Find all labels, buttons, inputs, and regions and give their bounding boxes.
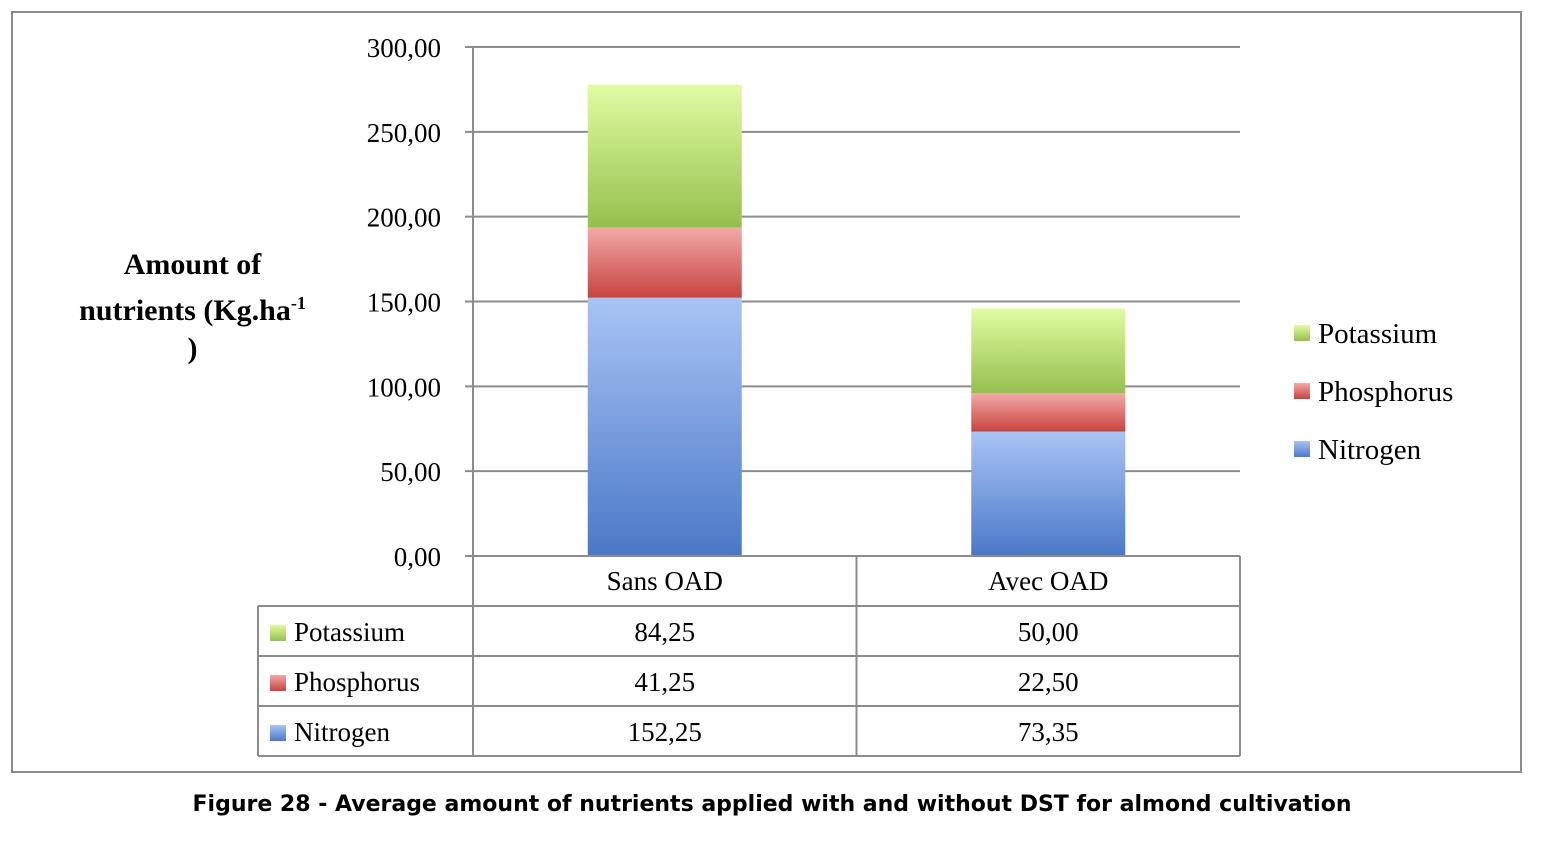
y-axis-label-sup: -1: [290, 293, 306, 313]
y-axis-label-line2: nutrients (Kg.ha: [79, 294, 291, 327]
legend-label: Nitrogen: [1318, 434, 1422, 466]
y-tick-label: 50,00: [380, 457, 441, 487]
legend-key-phosphorus: [1294, 383, 1310, 399]
table-row-label: Nitrogen: [294, 717, 390, 747]
table-key-potassium: [270, 625, 286, 641]
data-table: Sans OAD Avec OAD Potassium 84,25 50,00 Phosp…: [257, 555, 1241, 757]
y-axis-label-line1: Amount of: [123, 248, 262, 281]
y-tick-label: 0,00: [394, 542, 441, 572]
table-row-label: Phosphorus: [294, 667, 420, 697]
bars: [587, 84, 1126, 556]
y-tick-label: 150,00: [367, 288, 441, 318]
table-cell-value: 84,25: [634, 617, 695, 647]
y-axis-label: Amount of nutrients (Kg.ha-1 ): [40, 246, 345, 368]
legend-label: Phosphorus: [1318, 376, 1453, 408]
category-label: Avec OAD: [988, 566, 1108, 596]
y-tick-label: 250,00: [367, 118, 441, 148]
legend-key-potassium: [1294, 325, 1310, 341]
bar-nitrogen-0: [587, 297, 742, 556]
figure-caption: Figure 28 - Average amount of nutrients …: [192, 792, 1352, 817]
table-cell-value: 152,25: [628, 717, 702, 747]
table-cell-value: 41,25: [634, 667, 695, 697]
bar-phosphorus-1: [971, 393, 1126, 432]
y-axis-label-line3: ): [187, 332, 198, 365]
table-key-nitrogen: [270, 725, 286, 741]
legend-key-nitrogen: [1294, 441, 1310, 457]
category-label: Sans OAD: [607, 566, 723, 596]
table-cell-value: 73,35: [1018, 717, 1079, 747]
bar-phosphorus-0: [587, 227, 742, 298]
bar-potassium-0: [587, 84, 742, 228]
legend: Potassium Phosphorus Nitrogen: [1294, 318, 1453, 466]
y-tick-label: 200,00: [367, 203, 441, 233]
bar-nitrogen-1: [971, 431, 1126, 556]
table-row-label: Potassium: [294, 617, 405, 647]
table-key-phosphorus: [270, 675, 286, 691]
table-cell-value: 22,50: [1018, 667, 1079, 697]
chart-frame: [11, 11, 1522, 773]
y-tick-label: 100,00: [367, 372, 441, 402]
y-tick-label: 300,00: [367, 33, 441, 63]
bar-potassium-1: [971, 308, 1126, 394]
y-axis-ticks: 0,00 50,00 100,00 150,00 200,00 250,00 300,00: [367, 33, 441, 572]
legend-label: Potassium: [1318, 318, 1438, 350]
table-cell-value: 50,00: [1018, 617, 1079, 647]
